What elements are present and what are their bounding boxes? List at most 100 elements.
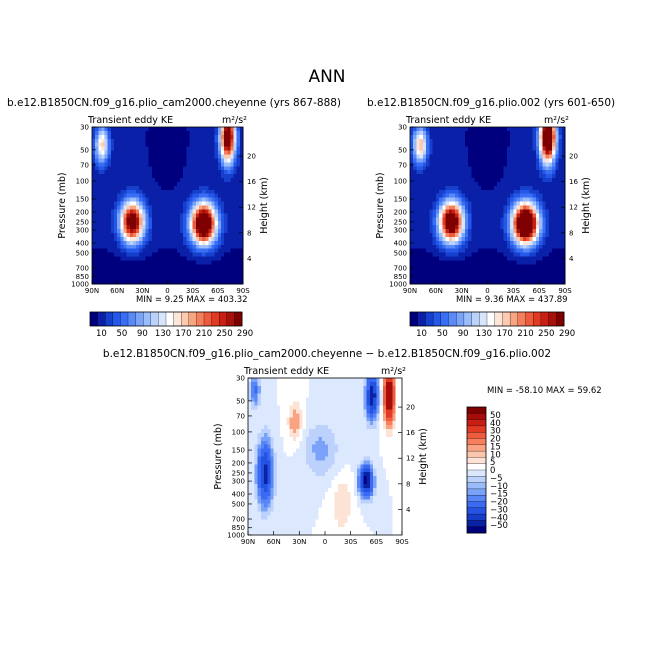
heatmap-cell	[142, 143, 146, 147]
heatmap-cell	[186, 276, 190, 280]
heatmap-cell	[258, 492, 262, 496]
heatmap-cell	[542, 158, 546, 162]
colorbar-label: 50	[117, 329, 128, 339]
heatmap-cell	[296, 413, 300, 417]
heatmap-cell	[449, 166, 453, 170]
heatmap-cell	[325, 437, 329, 441]
heatmap-cell	[542, 178, 546, 182]
heatmap-cell	[105, 143, 109, 147]
heatmap-cell	[426, 151, 430, 155]
heatmap-cell	[280, 527, 284, 531]
heatmap-cell	[168, 182, 172, 186]
heatmap-cell	[161, 166, 165, 170]
heatmap-cell	[452, 194, 456, 198]
heatmap-cell	[319, 504, 323, 508]
heatmap-cell	[139, 139, 143, 143]
heatmap-cell	[205, 229, 209, 233]
colorbar-swatch	[189, 312, 197, 326]
heatmap-cell	[145, 272, 149, 276]
heatmap-cell	[161, 237, 165, 241]
heatmap-cell	[549, 217, 553, 221]
heatmap-cell	[234, 257, 238, 261]
heatmap-cell	[287, 394, 291, 398]
heatmap-cell	[208, 217, 212, 221]
heatmap-cell	[190, 174, 194, 178]
heatmap-cell	[101, 276, 105, 280]
heatmap-cell	[491, 198, 495, 202]
heatmap-cell	[319, 437, 323, 441]
heatmap-cell	[465, 154, 469, 158]
heatmap-cell	[114, 237, 118, 241]
heatmap-cell	[101, 229, 105, 233]
heatmap-cell	[224, 198, 228, 202]
heatmap-cell	[446, 202, 450, 206]
heatmap-cell	[111, 182, 115, 186]
heatmap-cell	[123, 257, 127, 261]
heatmap-cell	[202, 206, 206, 210]
heatmap-cell	[312, 378, 316, 382]
heatmap-cell	[296, 386, 300, 390]
heatmap-cell	[168, 272, 172, 276]
heatmap-cell	[523, 221, 527, 225]
heatmap-cell	[196, 170, 200, 174]
heatmap-cell	[315, 476, 319, 480]
heatmap-cell	[533, 158, 537, 162]
heatmap-cell	[546, 166, 550, 170]
heatmap-cell	[221, 198, 225, 202]
heatmap-cell	[513, 162, 517, 166]
heatmap-cell	[248, 488, 252, 492]
heatmap-cell	[555, 237, 559, 241]
heatmap-cell	[309, 519, 313, 523]
heatmap-cell	[533, 221, 537, 225]
heatmap-cell	[270, 425, 274, 429]
heatmap-cell	[130, 147, 134, 151]
heatmap-cell	[152, 229, 156, 233]
heatmap-cell	[478, 268, 482, 272]
heatmap-cell	[280, 449, 284, 453]
heatmap-cell	[552, 229, 556, 233]
heatmap-cell	[237, 166, 241, 170]
heatmap-cell	[413, 147, 417, 151]
heatmap-cell	[413, 198, 417, 202]
heatmap-cell	[174, 276, 178, 280]
heatmap-cell	[504, 268, 508, 272]
heatmap-cell	[139, 162, 143, 166]
heatmap-cell	[149, 154, 153, 158]
heatmap-cell	[230, 182, 234, 186]
heatmap-cell	[261, 378, 265, 382]
heatmap-cell	[533, 260, 537, 264]
heatmap-cell	[161, 135, 165, 139]
heatmap-cell	[420, 245, 424, 249]
heatmap-cell	[274, 394, 278, 398]
heatmap-cell	[105, 127, 109, 131]
heatmap-cell	[114, 268, 118, 272]
heatmap-cell	[546, 257, 550, 261]
y-tick-label: 250	[394, 218, 407, 226]
heatmap-cell	[120, 162, 124, 166]
heatmap-cell	[500, 229, 504, 233]
heatmap-cell	[133, 245, 137, 249]
heatmap-cell	[452, 151, 456, 155]
heatmap-cell	[315, 421, 319, 425]
heatmap-cell	[296, 429, 300, 433]
heatmap-cell	[433, 127, 437, 131]
heatmap-cell	[439, 202, 443, 206]
heatmap-cell	[180, 241, 184, 245]
heatmap-cell	[322, 457, 326, 461]
heatmap-cell	[429, 162, 433, 166]
heatmap-cell	[552, 147, 556, 151]
heatmap-cell	[309, 464, 313, 468]
heatmap-cell	[199, 249, 203, 253]
heatmap-cell	[274, 449, 278, 453]
heatmap-cell	[552, 190, 556, 194]
heatmap-cell	[145, 206, 149, 210]
heatmap-cell	[484, 268, 488, 272]
heatmap-cell	[199, 147, 203, 151]
heatmap-cell	[536, 194, 540, 198]
heatmap-cell	[145, 166, 149, 170]
heatmap-cell	[117, 186, 121, 190]
heatmap-cell	[315, 496, 319, 500]
heatmap-cell	[475, 264, 479, 268]
heatmap-cell	[436, 182, 440, 186]
heatmap-cell	[168, 217, 172, 221]
